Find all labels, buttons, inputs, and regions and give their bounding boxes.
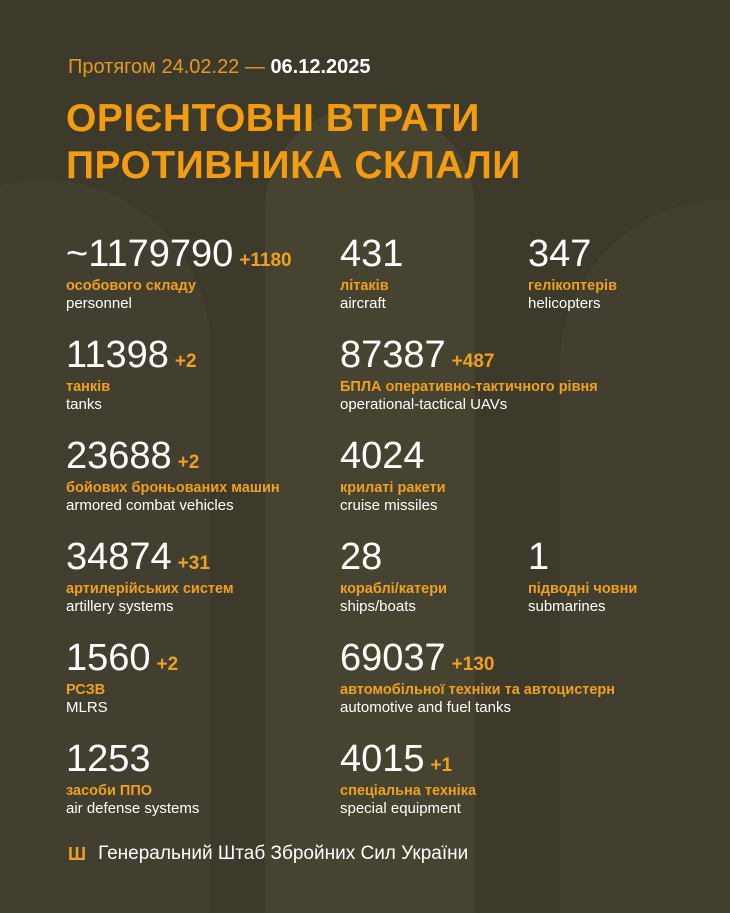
label-english: MLRS bbox=[66, 699, 108, 716]
title-line-2: ПРОТИВНИКА СКЛАЛИ bbox=[66, 144, 521, 187]
label-ukrainian: спеціальна техніка bbox=[340, 783, 477, 799]
label-english: operational-tactical UAVs bbox=[340, 396, 508, 413]
label-ukrainian: крилаті ракети bbox=[340, 480, 446, 496]
loss-value: 34874 bbox=[66, 536, 172, 578]
loss-item-personnel: ~1179790 +1180 особового складу personnel bbox=[66, 232, 340, 333]
loss-item-helicopters: 347 гелікоптерів helicopters bbox=[528, 232, 678, 333]
loss-value: 1560 bbox=[66, 637, 151, 679]
loss-item-cruise-missiles: 4024 крилаті ракети cruise missiles bbox=[340, 434, 678, 535]
label-ukrainian: засоби ППО bbox=[66, 783, 153, 799]
loss-item-air-defense-systems: 1253 засоби ППО air defense systems bbox=[66, 737, 340, 838]
loss-value: 431 bbox=[340, 233, 404, 275]
label-english: special equipment bbox=[340, 800, 461, 817]
label-ukrainian: кораблі/катери bbox=[340, 581, 447, 597]
label-ukrainian: БПЛА оперативно-тактичного рівня bbox=[340, 379, 598, 395]
label-english: aircraft bbox=[340, 295, 386, 312]
label-ukrainian: особового складу bbox=[66, 278, 196, 294]
loss-value: 347 bbox=[528, 233, 592, 275]
loss-delta: +2 bbox=[156, 654, 179, 675]
label-ukrainian: автомобільної техніки та автоцистерн bbox=[340, 682, 616, 698]
loss-delta: +130 bbox=[451, 654, 495, 675]
loss-value: 87387 bbox=[340, 334, 446, 376]
label-ukrainian: бойових броньованих машин bbox=[66, 480, 280, 496]
loss-value: 1253 bbox=[66, 738, 151, 780]
loss-value: 4015 bbox=[340, 738, 425, 780]
label-ukrainian: літаків bbox=[340, 278, 389, 294]
loss-item-armored-combat-vehicles: 23688 +2 бойових броньованих машин armored … bbox=[66, 434, 340, 535]
loss-item-special-equipment: 4015 +1 спеціальна техніка special equipmen… bbox=[340, 737, 678, 838]
background-shape bbox=[560, 200, 730, 913]
loss-delta: +1180 bbox=[239, 250, 292, 271]
period-prefix: Протягом 24.02.22 — bbox=[68, 56, 265, 78]
label-ukrainian: артилерійських систем bbox=[66, 581, 234, 597]
loss-value: 28 bbox=[340, 536, 383, 578]
loss-delta: +2 bbox=[177, 452, 200, 473]
loss-value: 4024 bbox=[340, 435, 425, 477]
footer: Ш Генеральний Штаб Збройних Сил України bbox=[68, 843, 468, 865]
period-end-date: 06.12.2025 bbox=[270, 56, 371, 78]
loss-delta: +1 bbox=[430, 755, 453, 776]
loss-value: ~1179790 bbox=[66, 233, 234, 275]
label-ukrainian: РСЗВ bbox=[66, 682, 106, 698]
label-english: tanks bbox=[66, 396, 102, 413]
label-english: artillery systems bbox=[66, 598, 174, 615]
loss-item-ships-boats: 28 кораблі/катери ships/boats bbox=[340, 535, 528, 636]
label-ukrainian: танків bbox=[66, 379, 111, 395]
loss-item-automotive-and-fuel-tanks: 69037 +130 автомобільної техніки та автоци… bbox=[340, 636, 678, 737]
loss-item-mlrs: 1560 +2 РСЗВ MLRS bbox=[66, 636, 340, 737]
title-line-1: ОРІЄНТОВНІ ВТРАТИ bbox=[66, 97, 480, 140]
loss-item-operational-tactical-uavs: 87387 +487 БПЛА оперативно-тактичного рівн… bbox=[340, 333, 678, 434]
label-ukrainian: гелікоптерів bbox=[528, 278, 617, 294]
period: Протягом 24.02.22 — 06.12.2025 bbox=[68, 56, 371, 79]
loss-item-aircraft: 431 літаків aircraft bbox=[340, 232, 528, 333]
loss-item-tanks: 11398 +2 танків tanks bbox=[66, 333, 340, 434]
background-shape bbox=[0, 180, 210, 913]
label-english: ships/boats bbox=[340, 598, 416, 615]
background-shape bbox=[265, 105, 475, 913]
label-english: cruise missiles bbox=[340, 497, 438, 514]
loss-value: 11398 bbox=[66, 334, 169, 376]
label-english: personnel bbox=[66, 295, 132, 312]
loss-delta: +2 bbox=[174, 351, 197, 372]
loss-value: 1 bbox=[528, 536, 550, 578]
loss-item-submarines: 1 підводні човни submarines bbox=[528, 535, 678, 636]
loss-value: 69037 bbox=[340, 637, 446, 679]
label-english: air defense systems bbox=[66, 800, 200, 817]
loss-value: 23688 bbox=[66, 435, 172, 477]
losses-grid: ~1179790 +1180 особового складу personnel 43… bbox=[66, 232, 678, 838]
label-ukrainian: підводні човни bbox=[528, 581, 638, 597]
label-english: submarines bbox=[528, 598, 606, 615]
loss-delta: +487 bbox=[451, 351, 495, 372]
label-english: helicopters bbox=[528, 295, 601, 312]
page-title: ОРІЄНТОВНІ ВТРАТИ ПРОТИВНИКА СКЛАЛИ bbox=[66, 95, 521, 189]
loss-delta: +31 bbox=[177, 553, 210, 574]
footer-text: Генеральний Штаб Збройних Сил України bbox=[98, 843, 469, 864]
label-english: automotive and fuel tanks bbox=[340, 699, 511, 716]
label-english: armored combat vehicles bbox=[66, 497, 234, 514]
trident-icon: Ш bbox=[68, 843, 87, 864]
loss-item-artillery-systems: 34874 +31 артилерійських систем artillery s… bbox=[66, 535, 340, 636]
